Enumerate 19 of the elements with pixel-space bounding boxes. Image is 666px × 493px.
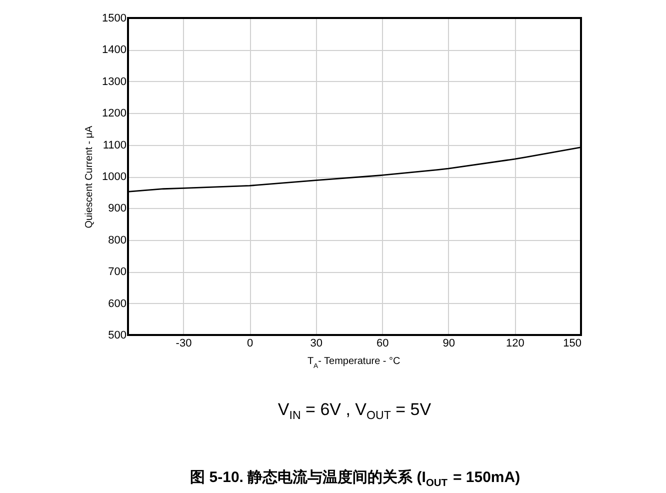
- x-tick-label: 150: [563, 338, 582, 350]
- x-tick-label: 0: [246, 338, 254, 350]
- y-tick-label: 800: [108, 234, 126, 246]
- x-tick-label: 120: [506, 338, 524, 350]
- x-tick-label: -30: [176, 338, 192, 350]
- x-tick-label: 90: [442, 338, 456, 350]
- y-tick-label: 1000: [102, 171, 126, 183]
- y-tick-label: 600: [108, 298, 126, 310]
- y-tick-label: 700: [108, 266, 126, 278]
- y-tick-label: 1100: [102, 139, 126, 152]
- y-tick-label: 1200: [102, 108, 126, 120]
- y-tick-label: 1300: [102, 76, 126, 88]
- y-tick-label: 900: [108, 202, 126, 215]
- y-tick-label: 1400: [102, 44, 126, 56]
- y-tick-label: 500: [108, 330, 126, 342]
- x-tick-label: 60: [376, 338, 389, 350]
- x-tick-label: 30: [310, 338, 322, 350]
- y-tick-label: 1500: [102, 12, 126, 24]
- y-axis-title: Quiescent Current - μA: [84, 125, 96, 228]
